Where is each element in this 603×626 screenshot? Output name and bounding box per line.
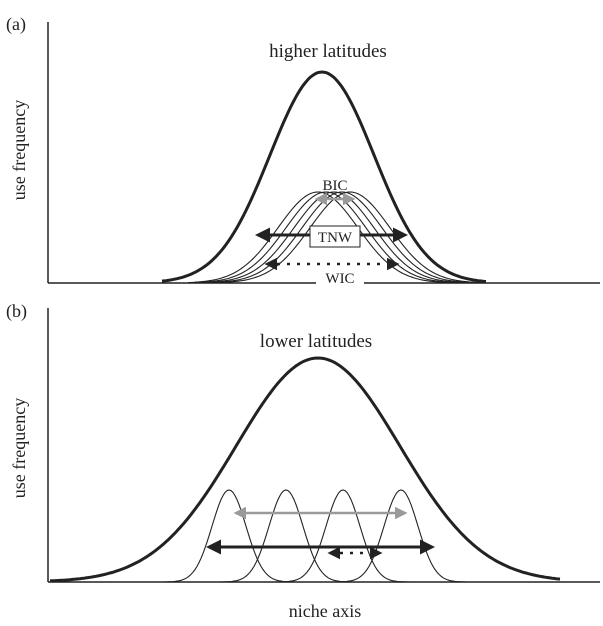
x-axis-label: niche axis [289, 601, 361, 621]
panel-b-individual-curve [273, 489, 413, 583]
panel-b-individual-curves [159, 489, 471, 583]
panel-a-tnw-box [309, 225, 361, 248]
panel-b-title: lower latitudes [260, 331, 372, 352]
panel-a-individual-curves [188, 191, 480, 284]
panel-a-bic-label: BIC [322, 178, 347, 194]
panel-a-individual-curve [204, 191, 464, 284]
panel-a-individual-curve [220, 191, 480, 284]
panel-a-total-niche-curve [161, 70, 487, 283]
panel-a: (a) use frequency higher latitudes BIC T… [6, 14, 600, 287]
panel-b-total-niche-curve [49, 356, 561, 583]
panel-a-y-label: use frequency [9, 100, 29, 200]
panel-b-individual-curve [159, 489, 299, 583]
panel-b-individual-curve [216, 489, 356, 583]
panel-b-individual-curve [331, 489, 471, 583]
panel-a-individual-curve [188, 191, 448, 284]
panel-a-individual-curve [196, 191, 456, 284]
panel-a-individual-curve [212, 191, 472, 284]
panel-a-letter: (a) [6, 14, 26, 35]
panel-a-title: higher latitudes [269, 41, 387, 62]
panel-a-wic-label: WIC [325, 271, 354, 287]
panel-b-y-label: use frequency [9, 398, 29, 498]
panel-a-tnw-label: TNW [318, 230, 353, 246]
panel-a-wic-label-bg [316, 268, 364, 285]
panel-b: (b) use frequency lower latitudes [6, 301, 600, 583]
panel-b-letter: (b) [6, 301, 27, 322]
